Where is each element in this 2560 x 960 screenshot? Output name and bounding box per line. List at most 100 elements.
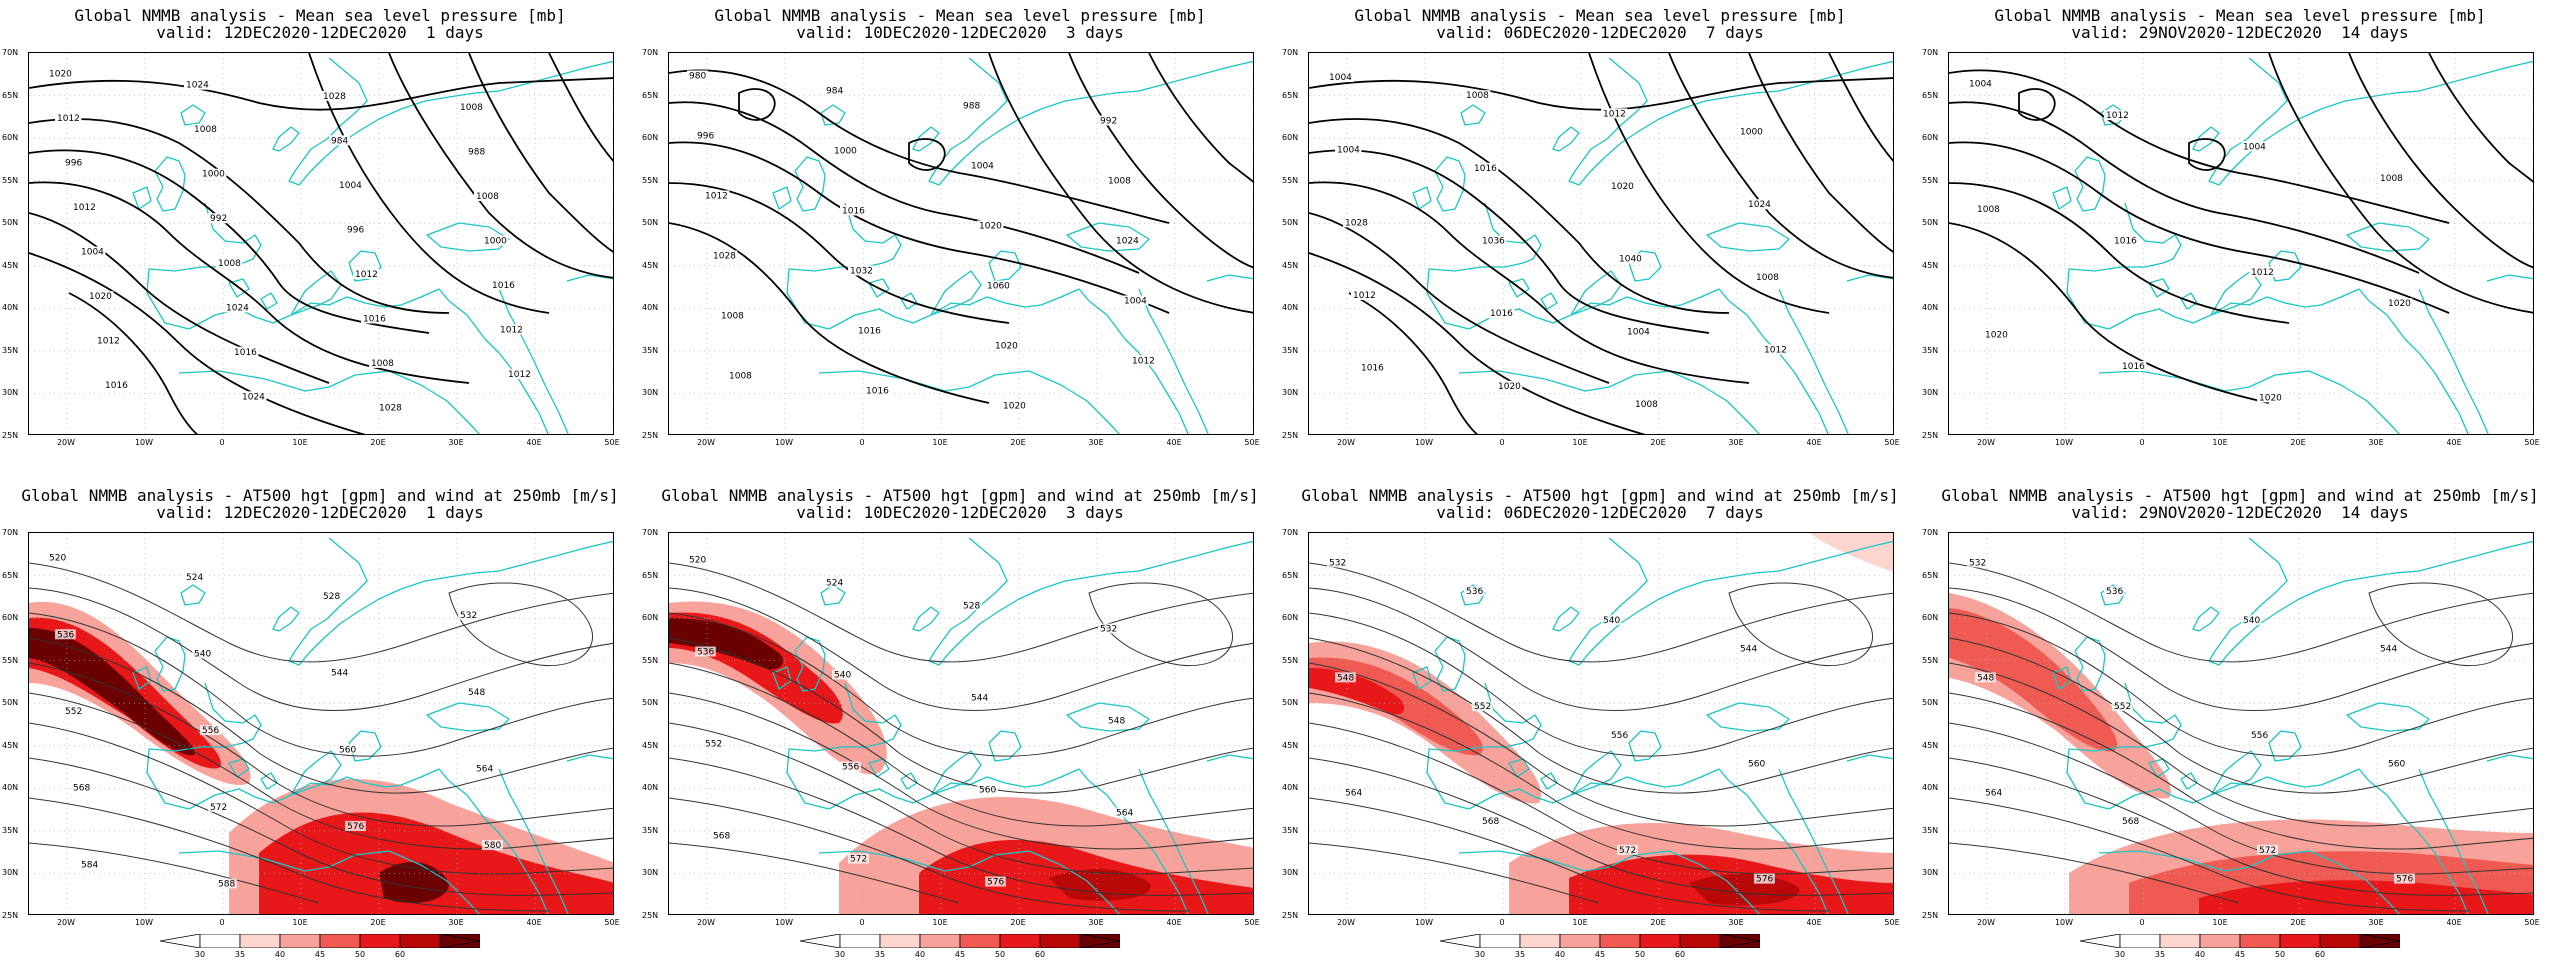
contour-label-bg [337,179,364,190]
contour-label: 1012 [1132,357,1155,367]
contour-label: 560 [1748,760,1765,770]
latitude-label: 35N [2,825,19,835]
coastline [288,57,613,186]
contour-label-bg [695,646,716,657]
coastline [2074,636,2106,692]
contour-label-bg [1098,623,1119,634]
contour-label-bg [1327,557,1348,568]
contour-label-bg [856,325,883,336]
coastline [1434,636,1466,692]
height-contour [669,587,1253,711]
coastline [928,57,1253,186]
contour-label: 1016 [866,387,889,397]
contour-label-bg [977,220,1004,231]
contour-label: 548 [1337,673,1354,683]
contour-label-bg [458,610,479,621]
contour-label-bg [87,291,114,302]
latitude-label: 50N [642,698,659,708]
colorbar-segment [1599,934,1641,948]
isobar [468,53,613,253]
contour-label-bg [985,280,1012,291]
contour-label-bg [474,763,495,774]
map-area: 532 536 540 544 548 552 556 560 564 568 572 576 [1948,532,2534,915]
latitude-label: 50N [1922,698,1939,708]
coastline [290,750,342,796]
panel-t500-14d: Global NMMB analysis - AT500 hgt [gpm] a… [1920,480,2560,960]
contour-label: 520 [49,554,66,564]
longitude-label: 40E [1166,918,1182,927]
isolines [669,53,1253,404]
longitude-label: 40E [2446,918,2462,927]
panel-title: Global NMMB analysis - AT500 hgt [gpm] a… [1301,486,1899,505]
contour-label: 1008 [194,125,217,135]
contour-label: 1000 [834,147,857,157]
contour-label: 528 [963,602,980,612]
contour-labels: 532 536 540 544 548 552 556 560 564 568 572 576 [1327,557,1775,885]
colorbar [800,934,1120,948]
longitude-label: 20W [56,918,76,927]
contour-label: 568 [713,832,730,842]
longitude-label: 50E [2524,918,2540,927]
longitude-label: 40E [1806,918,1822,927]
coastlines [132,537,613,914]
latitude-label: 55N [1282,175,1299,185]
isobar [1828,53,1893,162]
contour-label-bg [79,859,100,870]
isolines [1949,53,2533,404]
coastline [146,682,549,914]
contour-label-bg [63,157,84,168]
contour-label-bg [2120,816,2141,827]
longitude-label: 50E [1244,918,1260,927]
contour-label-bg [2257,392,2284,403]
longitude-label: 30E [448,438,464,447]
longitude-label: 30E [2368,438,2384,447]
colorbar-tick-label: 60 [2314,950,2326,959]
map-canvas: 520 524 528 532 536 540 544 548 552 556 560 564 568 5… [29,533,613,914]
contour-label-bg [1609,181,1636,192]
isobar [548,53,613,162]
panel-subtitle: valid: 06DEC2020-12DEC2020 7 days [1436,23,1764,42]
coastline [2208,57,2533,186]
coastline [912,606,940,632]
contour-label: 556 [842,763,859,773]
coastline [2098,850,2401,914]
contour-label-bg [232,346,259,357]
latitude-label: 50N [1922,218,1939,228]
latitude-label: 60N [1282,133,1299,143]
latitude-label: 55N [642,655,659,665]
colorbar-segment [2279,934,2321,948]
contour-label-bg [216,878,237,889]
longitude-label: 10E [2212,438,2228,447]
coastline [260,292,278,310]
height-contour [448,582,593,667]
colorbar [2080,934,2400,948]
coastline [794,636,826,692]
colorbar-segment [1639,934,1681,948]
wind-speed-area [1049,868,1151,901]
isobar [2348,53,2533,269]
coastline [1426,682,1829,914]
contour-label: 540 [194,649,211,659]
isobar [2268,53,2533,314]
colorbar [1440,934,1760,948]
coastlines [2052,537,2533,914]
colorbar-segment [2119,934,2161,948]
contour-label-bg [458,101,485,112]
height-contour [1309,722,1893,875]
coastline [1706,702,1790,732]
latitude-label: 25N [2,431,19,440]
contour-label: 1008 [721,312,744,322]
colorbar-segment [919,934,961,948]
contour-label-bg [832,669,853,680]
coastline [228,278,250,298]
wind-shading [1309,533,1893,914]
contour-label: 552 [2114,702,2131,712]
latitude-label: 30N [1922,388,1939,398]
contour-label: 1028 [713,252,736,262]
colorbar-tick-label: 45 [1594,950,1606,959]
height-contour [1088,582,1233,667]
contour-label-bg [2249,266,2276,277]
contour-label-bg [55,629,76,640]
longitude-label: 30E [1728,918,1744,927]
coastline [228,758,250,778]
